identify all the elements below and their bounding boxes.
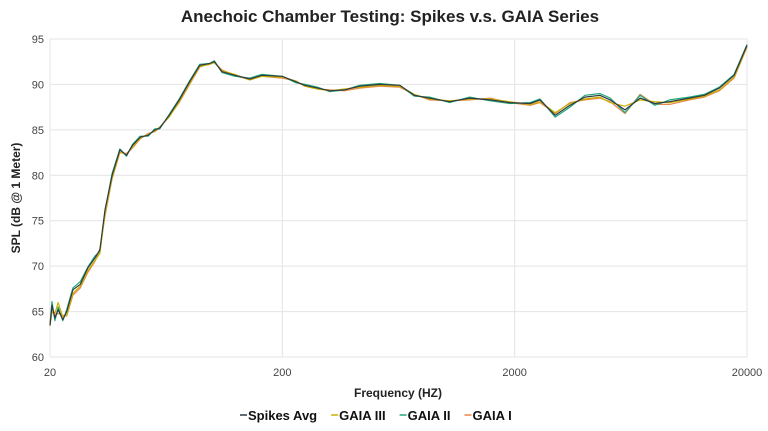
series-line-gaia-iii bbox=[49, 46, 748, 323]
y-axis-ticks: 60 65 70 75 80 85 90 95 bbox=[32, 34, 44, 364]
x-tick-label: 20 bbox=[44, 367, 56, 379]
y-tick-label: 90 bbox=[32, 79, 44, 91]
y-tick-label: 85 bbox=[32, 125, 44, 137]
series-lines bbox=[49, 44, 748, 327]
series-line-spikes-avg bbox=[49, 45, 748, 326]
x-axis-label: Frequency (HZ) bbox=[354, 386, 442, 400]
legend-entry: GAIA I bbox=[472, 408, 511, 423]
y-axis-label: SPL (dB @ 1 Meter) bbox=[9, 143, 23, 254]
chart-title: Anechoic Chamber Testing: Spikes v.s. GA… bbox=[181, 7, 599, 26]
gridlines bbox=[49, 38, 748, 358]
legend-entry: GAIA III bbox=[339, 408, 385, 423]
x-tick-label: 200 bbox=[273, 367, 291, 379]
y-tick-label: 60 bbox=[32, 352, 44, 364]
legend-entry: Spikes Avg bbox=[248, 408, 317, 423]
x-axis-ticks: 20 200 2000 20000 bbox=[44, 367, 762, 379]
x-tick-label: 20000 bbox=[732, 367, 763, 379]
y-tick-label: 95 bbox=[32, 34, 44, 46]
legend-entry: GAIA II bbox=[408, 408, 451, 423]
y-tick-label: 80 bbox=[32, 170, 44, 182]
y-tick-label: 70 bbox=[32, 261, 44, 273]
legend: Spikes Avg GAIA III GAIA II GAIA I bbox=[240, 408, 512, 423]
y-tick-label: 65 bbox=[32, 307, 44, 319]
x-tick-label: 2000 bbox=[502, 367, 526, 379]
y-tick-label: 75 bbox=[32, 216, 44, 228]
series-line-gaia-i bbox=[49, 46, 748, 327]
